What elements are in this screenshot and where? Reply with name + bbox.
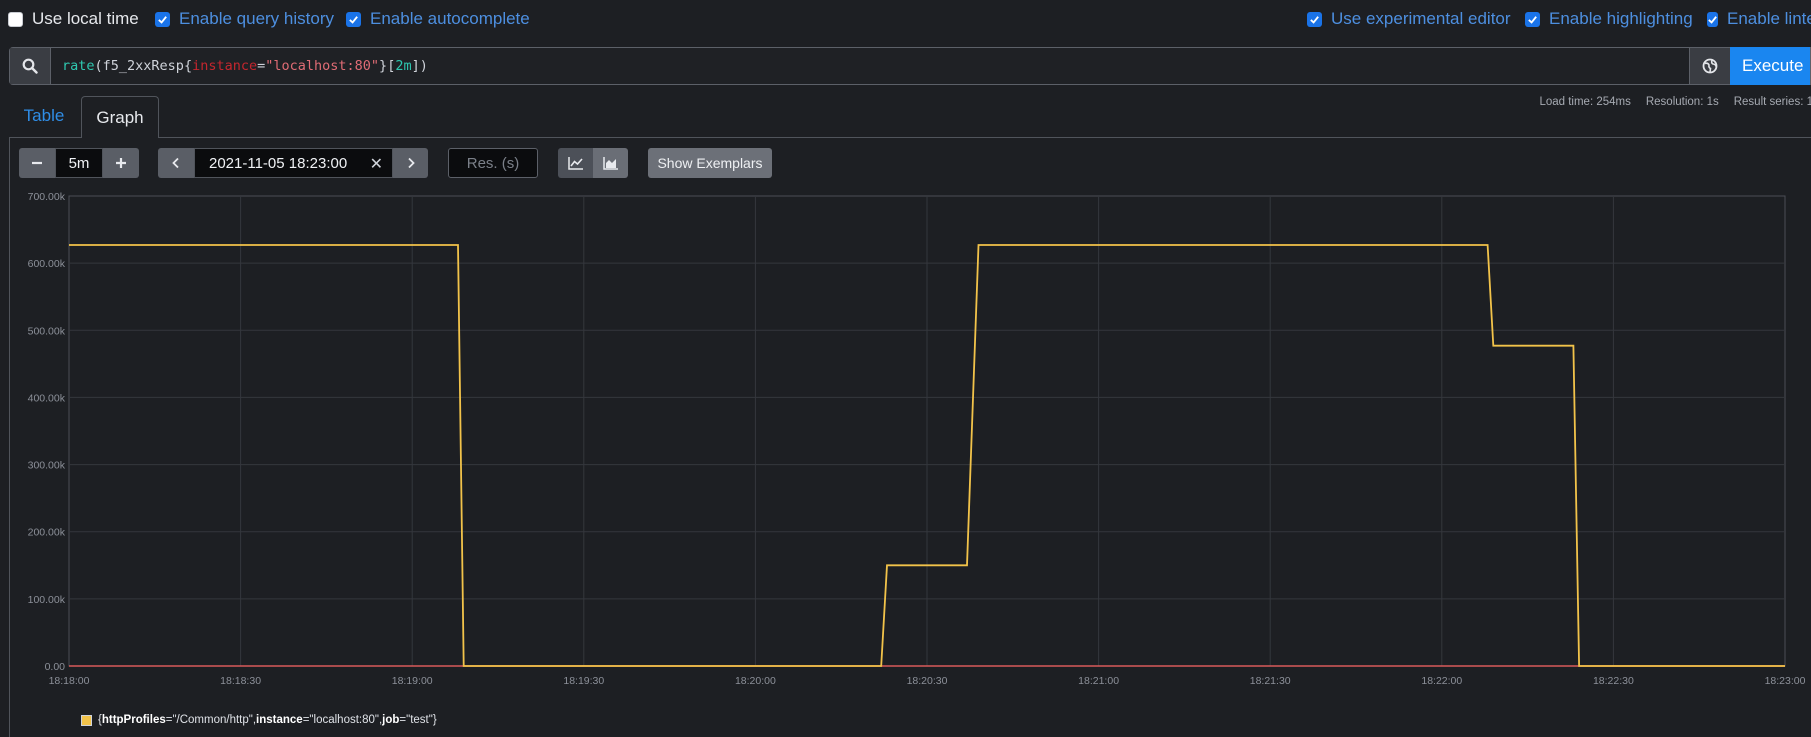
x-tick-label: 18:18:00 (49, 675, 90, 687)
show-exemplars-button[interactable]: Show Exemplars (648, 148, 772, 178)
legend-val-3: ="test"} (399, 714, 437, 726)
legend-key-2: instance (256, 714, 303, 726)
y-tick-label: 200.00k (28, 527, 66, 539)
enable-linter-checkbox[interactable] (1707, 11, 1718, 27)
x-tick-label: 18:21:30 (1250, 675, 1291, 687)
enable-query-history-label: Enable query history (179, 9, 334, 28)
use-experimental-editor-checkbox[interactable] (1307, 11, 1322, 27)
use-experimental-editor-option[interactable]: Use experimental editor (1307, 9, 1511, 29)
time-forward-button[interactable] (393, 148, 428, 178)
query-stats: Load time: 254ms Resolution: 1s Result s… (1539, 96, 1811, 108)
query-bar: rate(f5_2xxResp{instance = "localhost:80"}… (9, 47, 1811, 85)
graph-chart: 18:18:00 18:18:30 18:19:00 18:19:30 18:20:00… (28, 191, 1806, 687)
load-time: Load time: 254ms (1539, 96, 1631, 108)
y-tick-label: 700.00k (28, 191, 66, 203)
x-tick-label: 18:22:30 (1593, 675, 1634, 687)
query-brace-open: { (183, 58, 193, 74)
enable-autocomplete-checkbox[interactable] (346, 11, 361, 27)
query-duration: 2m (395, 58, 412, 74)
x-tick-label: 18:21:00 (1078, 675, 1119, 687)
query-brace-close: } (379, 58, 388, 74)
globe-icon (1702, 58, 1718, 74)
legend-key-1: httpProfiles (101, 714, 166, 726)
query-label-value: "localhost:80" (265, 58, 380, 74)
query-metric: f5_2xxResp (102, 58, 184, 74)
query-function: rate (62, 58, 95, 74)
enable-highlighting-label: Enable highlighting (1549, 9, 1693, 28)
use-experimental-editor-label: Use experimental editor (1331, 9, 1511, 28)
resolution-input[interactable]: Res. (s) (448, 148, 538, 178)
x-tick-label: 18:19:00 (392, 675, 433, 687)
query-open-paren: ( (94, 58, 103, 74)
x-tick-label: 18:20:30 (907, 675, 948, 687)
tab-divider (9, 137, 1811, 138)
legend-open-brace: { (98, 714, 102, 726)
options-bar: Use local time Enable query history Enab… (0, 0, 1811, 38)
resolution-stat: Resolution: 1s (1645, 96, 1719, 108)
enable-linter-option[interactable]: Enable linter (1707, 9, 1811, 29)
search-icon (10, 48, 51, 84)
minus-icon (32, 161, 42, 165)
y-tick-label: 400.00k (28, 392, 66, 404)
enable-autocomplete-option[interactable]: Enable autocomplete (346, 9, 530, 29)
y-tick-label: 500.00k (28, 325, 66, 337)
clear-icon[interactable]: ✕ (369, 156, 383, 173)
legend: {httpProfiles ="/Common/http", instance ="… (81, 714, 437, 726)
stacked-chart-button[interactable] (593, 148, 628, 178)
time-back-button[interactable] (158, 148, 194, 178)
y-tick-label: 0.00 (45, 661, 66, 673)
use-local-time-checkbox[interactable] (8, 11, 23, 27)
legend-key-3: job (382, 714, 400, 726)
range-decrease-button[interactable] (19, 148, 55, 178)
enable-highlighting-checkbox[interactable] (1525, 11, 1540, 27)
query-eq: = (257, 58, 266, 74)
unstacked-chart-button[interactable] (558, 148, 593, 178)
x-tick-label: 18:22:00 (1421, 675, 1462, 687)
enable-highlighting-option[interactable]: Enable highlighting (1525, 9, 1693, 29)
end-time-value: 2021-11-05 18:23:00 (209, 154, 348, 172)
series-line[interactable] (69, 244, 1785, 667)
query-input[interactable]: rate(f5_2xxResp{instance = "localhost:80"}… (51, 48, 1689, 84)
range-input[interactable]: 5m (55, 148, 103, 178)
execute-button[interactable]: Execute (1730, 47, 1810, 85)
y-tick-label: 600.00k (28, 258, 66, 270)
legend-val-2: ="localhost:80", (302, 714, 383, 726)
result-series: Result series: 1 (1733, 96, 1811, 108)
enable-query-history-option[interactable]: Enable query history (155, 9, 334, 29)
chevron-left-icon (172, 157, 179, 169)
query-bracket-close: ]) (411, 58, 428, 74)
y-tick-label: 300.00k (28, 460, 66, 472)
area-chart-icon (602, 157, 618, 170)
enable-autocomplete-label: Enable autocomplete (370, 9, 530, 28)
x-tick-label: 18:20:00 (735, 675, 776, 687)
tab-table[interactable]: Table (23, 106, 65, 125)
metrics-explorer-button[interactable] (1689, 48, 1730, 84)
legend-val-1: ="/Common/http", (165, 714, 257, 726)
enable-query-history-checkbox[interactable] (155, 11, 170, 27)
enable-linter-label: Enable linter (1727, 9, 1811, 28)
query-label-name: instance (192, 58, 258, 74)
plus-icon (116, 158, 126, 168)
use-local-time-option[interactable]: Use local time (8, 9, 139, 29)
x-tick-label: 18:23:00 (1765, 675, 1806, 687)
end-time-input[interactable]: 2021-11-05 18:23:00 ✕ (194, 148, 393, 178)
legend-swatch[interactable] (81, 714, 92, 726)
use-local-time-label: Use local time (32, 9, 139, 28)
query-bracket-open: [ (387, 58, 396, 74)
chevron-right-icon (407, 157, 415, 169)
y-tick-label: 100.00k (28, 594, 66, 606)
line-chart-icon (567, 157, 583, 170)
x-tick-label: 18:19:30 (563, 675, 604, 687)
x-tick-label: 18:18:30 (220, 675, 261, 687)
tab-graph[interactable]: Graph (81, 96, 159, 138)
range-increase-button[interactable] (103, 148, 139, 178)
graph-panel (9, 137, 1811, 737)
